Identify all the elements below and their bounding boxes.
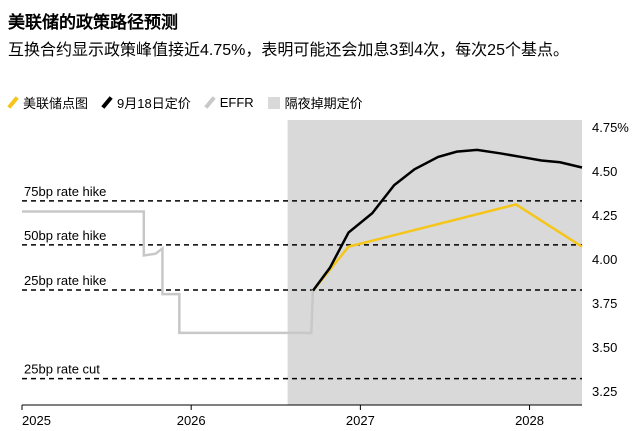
series-line	[22, 210, 315, 335]
legend: 美联储点图 9月18日定价 EFFR 隔夜掉期定价	[7, 93, 363, 112]
legend-label: 美联储点图	[23, 96, 89, 111]
legend-label: EFFR	[219, 95, 254, 110]
y-tick-label: 3.75	[592, 296, 617, 311]
y-tick-label: 4.25	[592, 208, 617, 223]
legend-item: EFFR	[204, 95, 254, 110]
reference-label: 25bp rate hike	[24, 273, 106, 288]
reference-label: 50bp rate hike	[24, 228, 106, 243]
legend-item: 美联储点图	[7, 93, 89, 112]
y-tick-label: 4.50	[592, 164, 617, 179]
series-line	[311, 148, 583, 292]
chart-title: 美联储的政策路径预测	[8, 13, 178, 32]
legend-label: 隔夜掉期定价	[284, 96, 363, 111]
legend-swatch	[7, 96, 19, 109]
legend-swatch	[204, 96, 216, 109]
legend-item: 9月18日定价	[101, 93, 191, 112]
reference-label: 75bp rate hike	[24, 184, 106, 199]
legend-swatch	[267, 96, 280, 109]
reference-label: 25bp rate cut	[24, 362, 100, 377]
y-tick-label: 3.50	[592, 340, 617, 355]
x-tick-label: 2025	[22, 413, 51, 428]
chart-subtitle: 互换合约显示政策峰值接近4.75%，表明可能还会加息3到4次，每次25个基点。	[8, 42, 569, 59]
x-tick-label: 2026	[177, 413, 206, 428]
legend-swatch	[101, 96, 113, 109]
y-tick-label: 3.25	[592, 384, 617, 399]
y-tick-label: 4.75%	[592, 120, 629, 135]
legend-item: 隔夜掉期定价	[267, 93, 363, 112]
legend-label: 9月18日定价	[117, 96, 191, 111]
y-tick-label: 4.00	[592, 252, 617, 267]
x-tick-label: 2027	[346, 413, 375, 428]
x-tick-label: 2028	[515, 413, 544, 428]
